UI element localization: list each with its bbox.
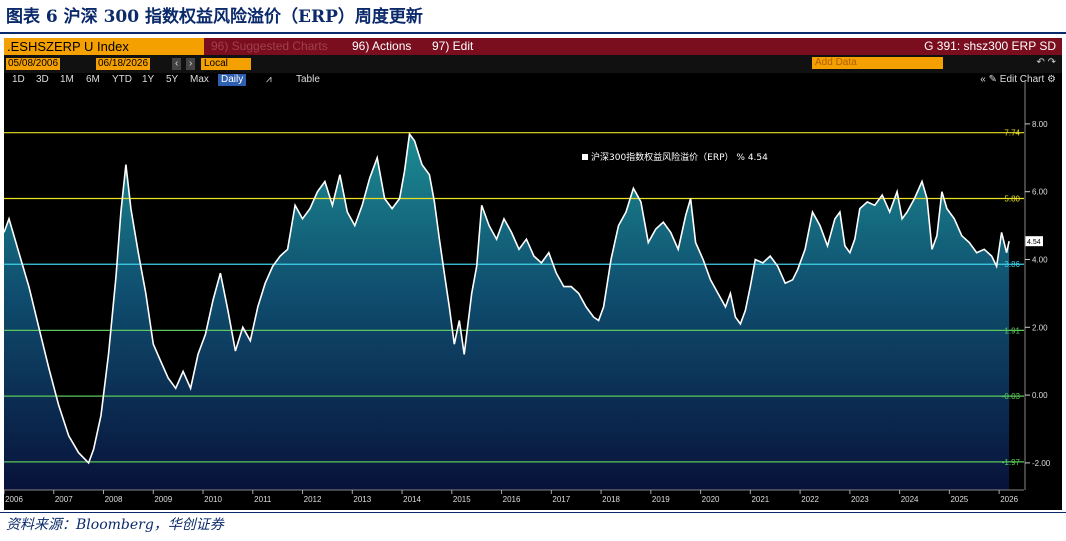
end-date-field[interactable]: 06/18/2026 (96, 58, 151, 70)
ref-label: -0.03 (1002, 392, 1021, 401)
x-tick-label: 2016 (503, 495, 521, 504)
x-tick-label: 2017 (552, 495, 570, 504)
title-divider (0, 32, 1066, 34)
chart-type-icon[interactable]: ⩘ (266, 74, 272, 85)
currency-select[interactable]: Local CCY (201, 58, 251, 81)
x-tick-label: 2015 (453, 495, 471, 504)
x-tick-label: 2009 (154, 495, 172, 504)
add-data-input[interactable]: Add Data (812, 57, 943, 69)
range-1m[interactable]: 1M (60, 74, 74, 85)
x-tick-label: 2013 (353, 495, 371, 504)
erp-line (4, 132, 1010, 465)
range-6m[interactable]: 6M (86, 74, 100, 85)
range-ytd[interactable]: YTD (112, 74, 132, 85)
next-button[interactable]: › (186, 58, 196, 70)
x-tick-label: 2025 (950, 495, 968, 504)
erp-area (4, 134, 1010, 490)
y-tick-label: -2.00 (1032, 459, 1051, 468)
x-tick-label: 2012 (304, 495, 322, 504)
x-tick-label: 2020 (702, 495, 720, 504)
x-tick-label: 2026 (1000, 495, 1018, 504)
frequency-select[interactable]: Daily (218, 74, 247, 86)
edit-chart-label: Edit Chart (999, 74, 1045, 85)
x-tick-label: 2019 (652, 495, 670, 504)
y-tick-label: 6.00 (1032, 188, 1048, 197)
range-1y[interactable]: 1Y (142, 74, 155, 85)
last-value-label: 4.54 (1027, 239, 1041, 246)
x-tick-label: 2010 (204, 495, 222, 504)
x-tick-label: 2007 (55, 495, 73, 504)
suggested-charts-menu[interactable]: 96) Suggested Charts (211, 39, 328, 53)
x-tick-label: 2021 (751, 495, 769, 504)
ticker-field[interactable]: .ESHSZERP U Index (4, 38, 204, 55)
date-toolbar: 05/08/2006 06/18/2026 ‹ › Local CCY ↶ ↷ (4, 55, 1062, 81)
prev-button[interactable]: ‹ (172, 58, 182, 70)
top-toolbar: .ESHSZERP U Index 96) Suggested Charts 9… (4, 38, 1062, 55)
actions-menu[interactable]: 96) Actions (352, 39, 412, 53)
ref-label: -1.97 (1002, 458, 1021, 467)
legend-label: 沪深300指数权益风险溢价（ERP） % 4.54 (591, 151, 768, 163)
last-value-tag (1025, 236, 1043, 247)
range-1d[interactable]: 1D (12, 74, 25, 85)
chart-id: G 391: shsz300 ERP SD (924, 39, 1056, 53)
x-tick-label: 2024 (901, 495, 919, 504)
x-tick-label: 2008 (105, 495, 123, 504)
legend-swatch (582, 154, 588, 160)
source-divider (0, 512, 1066, 513)
edit-menu[interactable]: 97) Edit (432, 39, 474, 53)
figure-title: 图表 6 沪深 300 指数权益风险溢价（ERP）周度更新 (6, 7, 423, 27)
bloomberg-terminal: .ESHSZERP U Index 96) Suggested Charts 9… (4, 38, 1062, 510)
y-tick-label: 0.00 (1032, 391, 1048, 400)
x-tick-label: 2022 (801, 495, 819, 504)
range-5y[interactable]: 5Y (166, 74, 179, 85)
range-max[interactable]: Max (190, 74, 209, 85)
range-toolbar: 1D 3D 1M 6M YTD 1Y 5Y Max Daily ⩘ Table … (4, 73, 1062, 87)
edit-chart-button[interactable]: « ✎ Edit Chart ⚙ (980, 74, 1056, 85)
x-tick-label: 2014 (403, 495, 421, 504)
y-tick-label: 2.00 (1032, 323, 1048, 332)
ref-label: 7.74 (1004, 129, 1020, 138)
undo-icon[interactable]: ↶ ↷ (1036, 57, 1056, 68)
table-button[interactable]: Table (296, 74, 320, 85)
y-tick-label: 8.00 (1032, 120, 1048, 129)
source-note: 资料来源：Bloomberg，华创证券 (6, 517, 224, 533)
erp-chart: 7.74 5.80 3.86 1.91 -0.03 -1.97 4.54 8.00 6.00 4… (4, 80, 1051, 504)
x-tick-label: 2018 (602, 495, 620, 504)
ref-label: 5.80 (1004, 194, 1020, 203)
x-tick-label: 2023 (851, 495, 869, 504)
start-date-field[interactable]: 05/08/2006 (6, 58, 61, 70)
x-tick-label: 2011 (254, 495, 272, 504)
ref-label: 1.91 (1004, 326, 1020, 335)
ref-label: 3.86 (1004, 260, 1020, 269)
range-3d[interactable]: 3D (36, 74, 49, 85)
x-tick-label: 2006 (5, 495, 23, 504)
y-tick-label: 4.00 (1032, 255, 1048, 264)
